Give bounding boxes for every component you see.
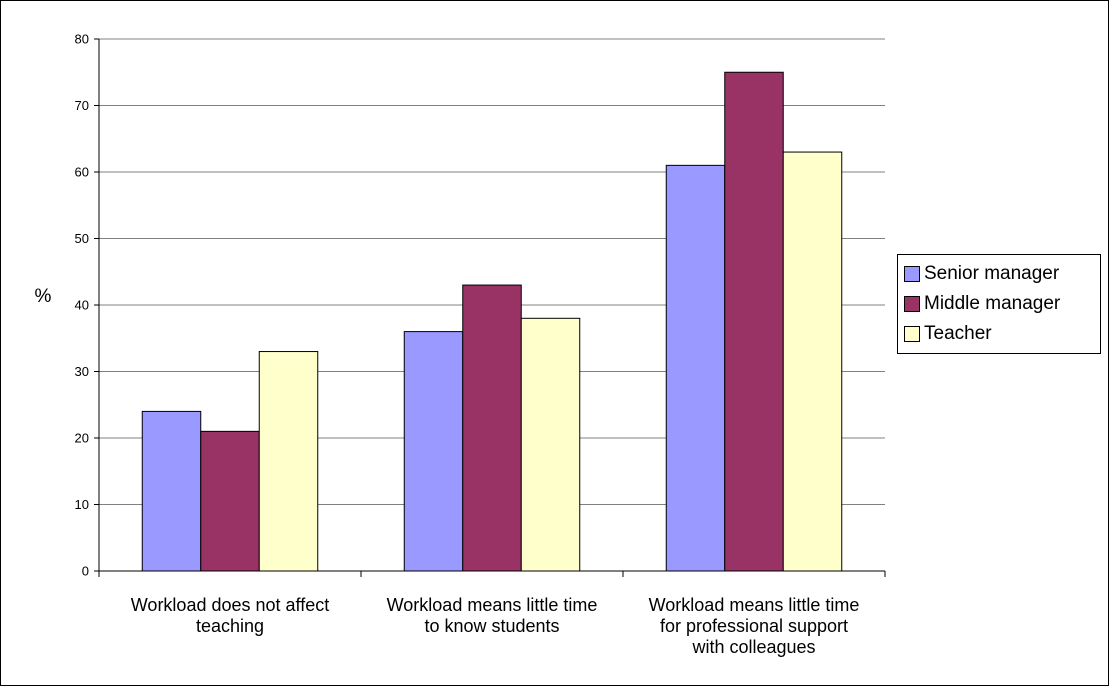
x-category-line: Workload means little time xyxy=(387,595,598,615)
bar-teacher xyxy=(782,151,843,572)
y-tick-label: 70 xyxy=(75,98,89,113)
y-tick-label: 10 xyxy=(75,497,89,512)
x-category-label: Workload does not affect teaching xyxy=(131,595,329,636)
x-category-labels: Workload does not affect teachingWorkload… xyxy=(131,595,860,657)
y-axis-label: % xyxy=(35,286,52,307)
y-tick-label: 30 xyxy=(75,364,89,379)
legend-item: Middle manager xyxy=(904,289,1094,319)
bar-senior-manager xyxy=(141,410,202,572)
legend-label: Teacher xyxy=(924,323,992,344)
legend-item: Teacher xyxy=(904,319,1094,349)
x-category-line: for professional support xyxy=(660,616,848,636)
y-tick-label: 50 xyxy=(75,231,89,246)
y-tick-label: 60 xyxy=(75,165,89,180)
legend-swatch xyxy=(904,266,920,282)
legend-label: Middle manager xyxy=(924,293,1061,314)
axes xyxy=(94,38,886,577)
bar-middle-manager xyxy=(724,71,784,572)
bars xyxy=(141,71,843,572)
y-tick-labels: 0 10 20 30 40 50 60 70 80 xyxy=(75,32,89,579)
legend-label: Senior manager xyxy=(924,263,1060,284)
bar-middle-manager xyxy=(462,284,522,572)
y-tick-label: 80 xyxy=(75,32,89,47)
x-category-line: Workload does not affect xyxy=(131,595,329,615)
x-category-label: Workload means little time to know studen… xyxy=(387,595,598,636)
x-category-line: Workload means little time xyxy=(649,595,860,615)
x-category-line: with colleagues xyxy=(691,637,815,657)
bar-middle-manager xyxy=(200,430,260,572)
legend: Senior manager Middle manager Teacher xyxy=(897,254,1101,354)
bar-teacher xyxy=(258,351,319,572)
x-category-line: to know students xyxy=(424,616,559,636)
legend-swatch xyxy=(904,326,920,342)
y-tick-label: 40 xyxy=(75,298,89,313)
x-category-label: Workload means little time for profession… xyxy=(649,595,860,657)
legend-item: Senior manager xyxy=(904,259,1094,289)
bar-senior-manager xyxy=(403,331,464,572)
y-tick-label: 20 xyxy=(75,431,89,446)
y-tick-label: 0 xyxy=(82,564,89,579)
legend-swatch xyxy=(904,296,920,312)
bar-teacher xyxy=(520,317,581,572)
bar-senior-manager xyxy=(665,164,726,572)
x-category-line: teaching xyxy=(196,616,264,636)
